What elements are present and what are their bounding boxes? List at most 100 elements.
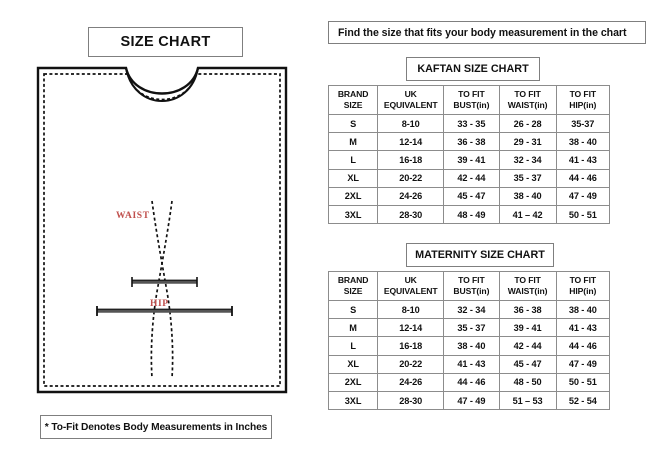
header-line-1: BRAND: [337, 275, 369, 285]
table-row: 3XL 28-30 47 - 49 51 – 53 52 - 54: [327, 390, 611, 411]
cell-hip: 52 - 54: [555, 390, 611, 411]
cell-brand-size: 2XL: [327, 186, 379, 206]
cell-bust: 38 - 40: [443, 336, 500, 356]
cell-brand-size: XL: [327, 168, 379, 188]
cell-brand-size: M: [327, 318, 379, 338]
table-row: S 8-10 33 - 35 26 - 28 35-37: [327, 113, 611, 134]
cell-uk: 12-14: [377, 318, 445, 338]
cell-uk: 28-30: [377, 390, 445, 411]
table-row: XL 20-22 42 - 44 35 - 37 44 - 46: [327, 168, 611, 188]
cell-brand-size: L: [327, 336, 379, 356]
cell-waist: 32 - 34: [498, 150, 557, 170]
column-header-uk-equivalent: UK EQUIVALENT: [377, 85, 445, 115]
hip-measurement-label: HIP: [150, 299, 169, 309]
page-title: SIZE CHART: [88, 27, 243, 57]
column-header-uk-equivalent: UK EQUIVALENT: [377, 271, 445, 301]
cell-hip: 50 - 51: [555, 372, 611, 392]
cell-uk: 8-10: [377, 113, 445, 134]
cell-brand-size: XL: [327, 354, 379, 374]
table-row: L 16-18 39 - 41 32 - 34 41 - 43: [327, 150, 611, 170]
body-curve-right: [151, 200, 174, 379]
cell-hip: 41 - 43: [555, 318, 611, 338]
cell-uk: 8-10: [377, 299, 445, 320]
cell-brand-size: M: [327, 132, 379, 152]
hip-measure-bar: [96, 306, 233, 316]
cell-hip: 38 - 40: [555, 132, 611, 152]
column-header-bust: TO FIT BUST(in): [443, 85, 500, 115]
maternity-size-table: BRAND SIZE UK EQUIVALENT TO FIT BUST(in)…: [327, 271, 611, 411]
cell-hip: 47 - 49: [555, 354, 611, 374]
table-row: M 12-14 36 - 38 29 - 31 38 - 40: [327, 132, 611, 152]
cell-uk: 16-18: [377, 336, 445, 356]
waist-measure-bar: [131, 277, 198, 287]
table-row: S 8-10 32 - 34 36 - 38 38 - 40: [327, 299, 611, 320]
cell-brand-size: L: [327, 150, 379, 170]
right-panel: Find the size that fits your body measur…: [320, 0, 658, 465]
header-line-2: EQUIVALENT: [383, 100, 438, 110]
cell-bust: 45 - 47: [443, 186, 500, 206]
column-header-brand-size: BRAND SIZE: [327, 271, 379, 301]
table-header-row: BRAND SIZE UK EQUIVALENT TO FIT BUST(in)…: [327, 85, 611, 115]
column-header-brand-size: BRAND SIZE: [327, 85, 379, 115]
cell-hip: 44 - 46: [555, 336, 611, 356]
cell-bust: 33 - 35: [443, 113, 500, 134]
cell-uk: 16-18: [377, 150, 445, 170]
header-line-1: UK: [404, 275, 417, 285]
cell-bust: 36 - 38: [443, 132, 500, 152]
header-line-1: TO FIT: [458, 89, 485, 99]
table-row: L 16-18 38 - 40 42 - 44 44 - 46: [327, 336, 611, 356]
header-line-1: TO FIT: [569, 89, 597, 99]
cell-waist: 39 - 41: [498, 318, 557, 338]
header-line-1: TO FIT: [458, 275, 485, 285]
cell-hip: 41 - 43: [555, 150, 611, 170]
cell-uk: 12-14: [377, 132, 445, 152]
header-line-1: TO FIT: [514, 275, 541, 285]
cell-bust: 48 - 49: [443, 204, 500, 225]
header-line-2: HIP(in): [569, 100, 597, 110]
header-line-2: SIZE: [343, 100, 363, 110]
maternity-table-title: MATERNITY SIZE CHART: [406, 243, 554, 267]
header-line-1: BRAND: [337, 89, 369, 99]
header-line-2: WAIST(in): [507, 286, 548, 296]
kaftan-size-table: BRAND SIZE UK EQUIVALENT TO FIT BUST(in)…: [327, 85, 611, 225]
cell-waist: 45 - 47: [498, 354, 557, 374]
header-line-1: TO FIT: [514, 89, 541, 99]
header-line-2: BUST(in): [453, 286, 490, 296]
cell-bust: 39 - 41: [443, 150, 500, 170]
table-row: XL 20-22 41 - 43 45 - 47 47 - 49: [327, 354, 611, 374]
cell-waist: 26 - 28: [498, 113, 557, 134]
cell-waist: 38 - 40: [498, 186, 557, 206]
cell-waist: 42 - 44: [498, 336, 557, 356]
header-line-2: WAIST(in): [507, 100, 548, 110]
cell-bust: 35 - 37: [443, 318, 500, 338]
cell-bust: 32 - 34: [443, 299, 500, 320]
table-row: M 12-14 35 - 37 39 - 41 41 - 43: [327, 318, 611, 338]
column-header-hip: TO FIT HIP(in): [555, 271, 611, 301]
cell-hip: 50 - 51: [555, 204, 611, 225]
column-header-hip: TO FIT HIP(in): [555, 85, 611, 115]
cell-uk: 20-22: [377, 354, 445, 374]
body-curve-left: [150, 200, 173, 379]
table-row: 3XL 28-30 48 - 49 41 – 42 50 - 51: [327, 204, 611, 225]
header-line-1: UK: [404, 89, 417, 99]
table-header-row: BRAND SIZE UK EQUIVALENT TO FIT BUST(in)…: [327, 271, 611, 301]
column-header-waist: TO FIT WAIST(in): [498, 271, 557, 301]
table-row: 2XL 24-26 44 - 46 48 - 50 50 - 51: [327, 372, 611, 392]
cell-brand-size: 3XL: [327, 390, 379, 411]
garment-outline: [36, 66, 288, 394]
cell-uk: 24-26: [377, 186, 445, 206]
cell-waist: 35 - 37: [498, 168, 557, 188]
column-header-waist: TO FIT WAIST(in): [498, 85, 557, 115]
header-line-2: SIZE: [343, 286, 363, 296]
cell-hip: 44 - 46: [555, 168, 611, 188]
cell-brand-size: S: [327, 299, 379, 320]
cell-brand-size: 2XL: [327, 372, 379, 392]
kaftan-table-title: KAFTAN SIZE CHART: [406, 57, 540, 81]
garment-illustration: [22, 58, 302, 403]
cell-brand-size: 3XL: [327, 204, 379, 225]
cell-bust: 41 - 43: [443, 354, 500, 374]
header-line-2: EQUIVALENT: [383, 286, 438, 296]
footnote: * To-Fit Denotes Body Measurements in In…: [40, 415, 272, 439]
cell-bust: 44 - 46: [443, 372, 500, 392]
cell-uk: 20-22: [377, 168, 445, 188]
